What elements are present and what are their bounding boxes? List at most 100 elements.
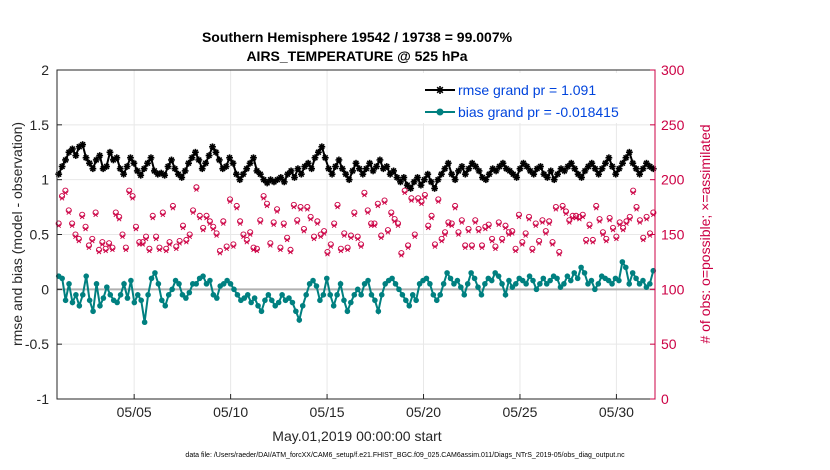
bias-point xyxy=(320,292,327,298)
rmse-point xyxy=(68,145,76,153)
obs-assimilated-point xyxy=(345,247,350,253)
rmse-point xyxy=(294,165,302,173)
bias-point xyxy=(248,299,254,306)
legend-rmse-star xyxy=(436,86,444,94)
obs-assimilated-point xyxy=(89,238,95,244)
obs-assimilated-point xyxy=(469,245,475,250)
bias-point xyxy=(471,275,478,282)
bias-point xyxy=(104,284,110,290)
obs-assimilated-point xyxy=(553,206,559,212)
bias-point xyxy=(475,284,481,290)
obs-assimilated-point xyxy=(644,216,649,222)
rmse-point xyxy=(328,170,336,178)
bias-point xyxy=(523,281,529,287)
rmse-point xyxy=(318,143,326,151)
rmse-point xyxy=(543,174,551,181)
obs-assimilated-point xyxy=(147,248,152,254)
x-tick-label-2: 05/15 xyxy=(310,404,345,420)
y-right-tick-label-5: 250 xyxy=(661,117,685,133)
obs-assimilated-point xyxy=(580,214,586,220)
obs-assimilated-point xyxy=(200,227,206,233)
obs-assimilated-point xyxy=(304,206,310,212)
obs-assimilated-point xyxy=(610,227,616,233)
bias-point xyxy=(409,292,416,298)
bias-point xyxy=(289,299,296,306)
rmse-point xyxy=(362,165,370,173)
rmse-point xyxy=(106,148,114,156)
bias-point xyxy=(389,275,395,282)
obs-assimilated-point xyxy=(69,223,75,229)
rmse-point xyxy=(202,159,210,167)
obs-assimilated-point xyxy=(177,240,182,246)
bias-series xyxy=(55,259,657,326)
bias-point xyxy=(323,275,330,282)
bias-point xyxy=(640,277,646,284)
obs-assimilated-point xyxy=(261,195,266,201)
obs-assimilated-point xyxy=(224,246,229,252)
bias-point xyxy=(159,297,165,304)
obs-assimilated-point xyxy=(237,221,243,226)
obs-assimilated-point xyxy=(637,220,643,225)
bias-point xyxy=(303,292,309,298)
rmse-point xyxy=(120,170,128,178)
bias-point xyxy=(251,295,258,301)
rmse-point xyxy=(188,154,196,162)
obs-assimilated-point xyxy=(372,223,377,229)
rmse-point xyxy=(444,159,452,167)
rmse-point xyxy=(291,174,298,181)
bias-point xyxy=(155,281,162,287)
rmse-point xyxy=(595,170,603,178)
rmse-point xyxy=(636,170,644,178)
obs-assimilated-point xyxy=(247,232,253,237)
bias-point xyxy=(76,302,83,309)
obs-assimilated-point xyxy=(160,212,166,218)
obs-assimilated-point xyxy=(83,226,88,232)
bias-point xyxy=(526,273,533,279)
obs-assimilated-point xyxy=(331,223,337,229)
obs-assimilated-point xyxy=(133,226,139,232)
obs-assimilated-point xyxy=(325,251,330,257)
obs-assimilated-point xyxy=(254,248,260,254)
bias-point xyxy=(588,277,595,284)
rmse-point xyxy=(229,159,237,167)
bias-point xyxy=(444,270,450,276)
rmse-point xyxy=(280,178,288,186)
rmse-point xyxy=(584,163,592,170)
bias-point xyxy=(609,281,615,287)
rmse-point xyxy=(376,156,384,164)
bias-point xyxy=(396,286,402,293)
rmse-point xyxy=(181,167,189,175)
rmse-point xyxy=(79,141,87,148)
rmse-point xyxy=(383,163,391,170)
rmse-point xyxy=(130,159,138,167)
rmse-point xyxy=(55,170,63,178)
rmse-point xyxy=(356,165,363,173)
bias-point xyxy=(73,292,79,298)
obs-assimilated-point xyxy=(419,201,424,207)
rmse-point xyxy=(424,170,432,178)
rmse-point xyxy=(89,165,97,173)
obs-assimilated-point xyxy=(281,223,287,229)
rmse-point xyxy=(349,167,356,175)
obs-assimilated-point xyxy=(597,219,602,224)
obs-assimilated-point xyxy=(328,244,334,249)
bias-point xyxy=(488,277,495,284)
bias-point xyxy=(578,264,584,271)
bias-point xyxy=(268,297,275,304)
bias-point xyxy=(299,302,306,309)
bias-point xyxy=(547,277,553,284)
bias-point xyxy=(372,297,378,304)
obs-assimilated-point xyxy=(429,215,434,221)
bias-point xyxy=(592,286,598,293)
bias-point xyxy=(478,292,485,298)
rmse-point xyxy=(615,165,623,173)
obs-assimilated-point xyxy=(452,205,458,211)
rmse-point xyxy=(195,156,203,164)
bias-point xyxy=(499,281,505,287)
bias-point xyxy=(622,264,629,271)
bias-point xyxy=(59,275,65,282)
bias-point xyxy=(537,281,543,287)
bias-point xyxy=(90,308,96,315)
rmse-point xyxy=(386,170,394,178)
obs-assimilated-point xyxy=(257,220,263,225)
